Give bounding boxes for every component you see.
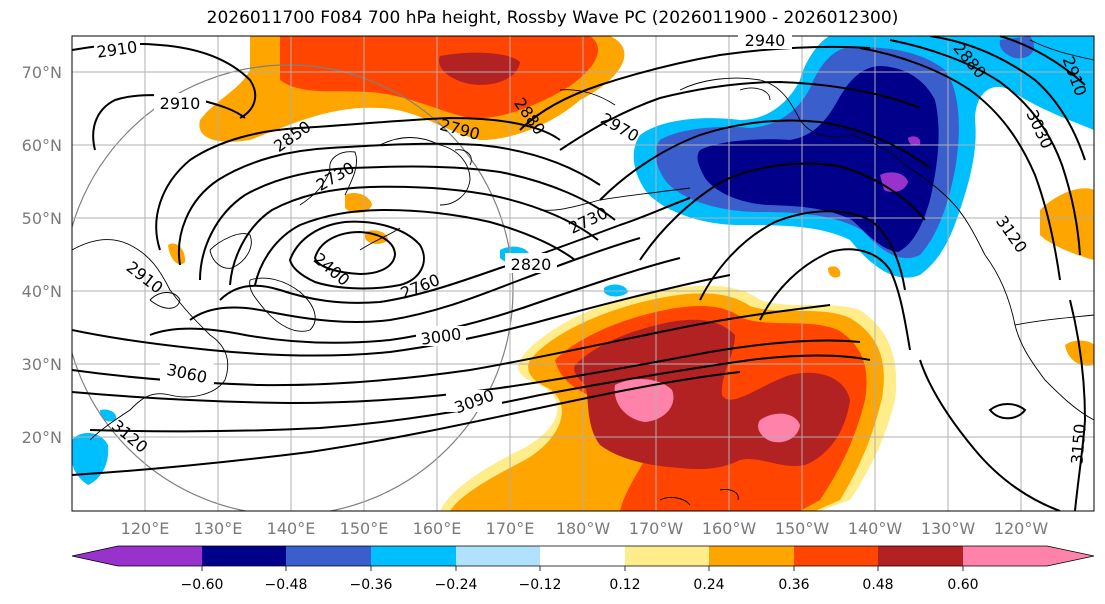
colorbar-swatch [456, 546, 540, 566]
colorbar-tick-label: 0.24 [693, 577, 724, 593]
colorbar-tick-label: −0.60 [181, 577, 224, 593]
contour-label: 3150 [1067, 423, 1089, 465]
lon-label: 120°E [121, 519, 170, 538]
colorbar-extend-high [1047, 546, 1094, 566]
longitude-labels: 120°E 130°E 140°E 150°E 160°E 170°E 180°… [121, 519, 1049, 538]
lat-label: 40°N [22, 282, 62, 301]
lon-label: 150°W [775, 519, 830, 538]
colorbar-tick-label: −0.48 [265, 577, 308, 593]
colorbar-swatch [963, 546, 1047, 566]
colorbar-tick-label: −0.36 [350, 577, 393, 593]
colorbar-swatch [202, 546, 286, 566]
lon-label: 130°W [921, 519, 976, 538]
colorbar-tick-label: 0.12 [609, 577, 640, 593]
lat-label: 30°N [22, 355, 62, 374]
coastlines [72, 39, 1094, 506]
lon-label: 140°W [848, 519, 903, 538]
lon-label: 130°E [194, 519, 243, 538]
lon-label: 120°W [994, 519, 1049, 538]
colorbar-swatch [371, 546, 456, 566]
contour-label: 2910 [160, 94, 201, 113]
colorbar-tick-label: 0.36 [778, 577, 809, 593]
lon-label: 140°E [267, 519, 316, 538]
lat-label: 20°N [22, 428, 62, 447]
colorbar-swatch [794, 546, 878, 566]
contour-label: 2940 [745, 31, 786, 50]
lon-label: 150°E [340, 519, 389, 538]
colorbar-tick-label: −0.24 [435, 577, 478, 593]
lon-label: 170°E [486, 519, 535, 538]
map-frame [71, 35, 1095, 512]
lat-label: 60°N [22, 136, 62, 155]
lat-label: 70°N [22, 63, 62, 82]
lon-label: 160°W [702, 519, 757, 538]
colorbar-swatch [286, 546, 371, 566]
colorbar-swatch [625, 546, 709, 566]
lat-label: 50°N [22, 209, 62, 228]
colorbar-tick-label: 0.48 [862, 577, 893, 593]
contour-label: 2820 [511, 255, 552, 274]
range-circle [72, 64, 514, 511]
colorbar-tick-label: −0.12 [519, 577, 562, 593]
latitude-labels: 70°N 60°N 50°N 40°N 30°N 20°N [22, 63, 62, 447]
colorbar-swatch [878, 546, 963, 566]
colorbar-swatch [540, 546, 625, 566]
colorbar-swatch [118, 546, 202, 566]
lon-label: 170°W [629, 519, 684, 538]
map-title: 2026011700 F084 700 hPa height, Rossby W… [206, 8, 899, 28]
colorbar: −0.60 −0.48 −0.36 −0.24 −0.12 0.12 0.24 … [71, 545, 1095, 593]
lon-label: 160°E [413, 519, 462, 538]
lon-label: 180°W [556, 519, 611, 538]
colorbar-tick-label: 0.60 [947, 577, 978, 593]
colorbar-swatch [709, 546, 794, 566]
